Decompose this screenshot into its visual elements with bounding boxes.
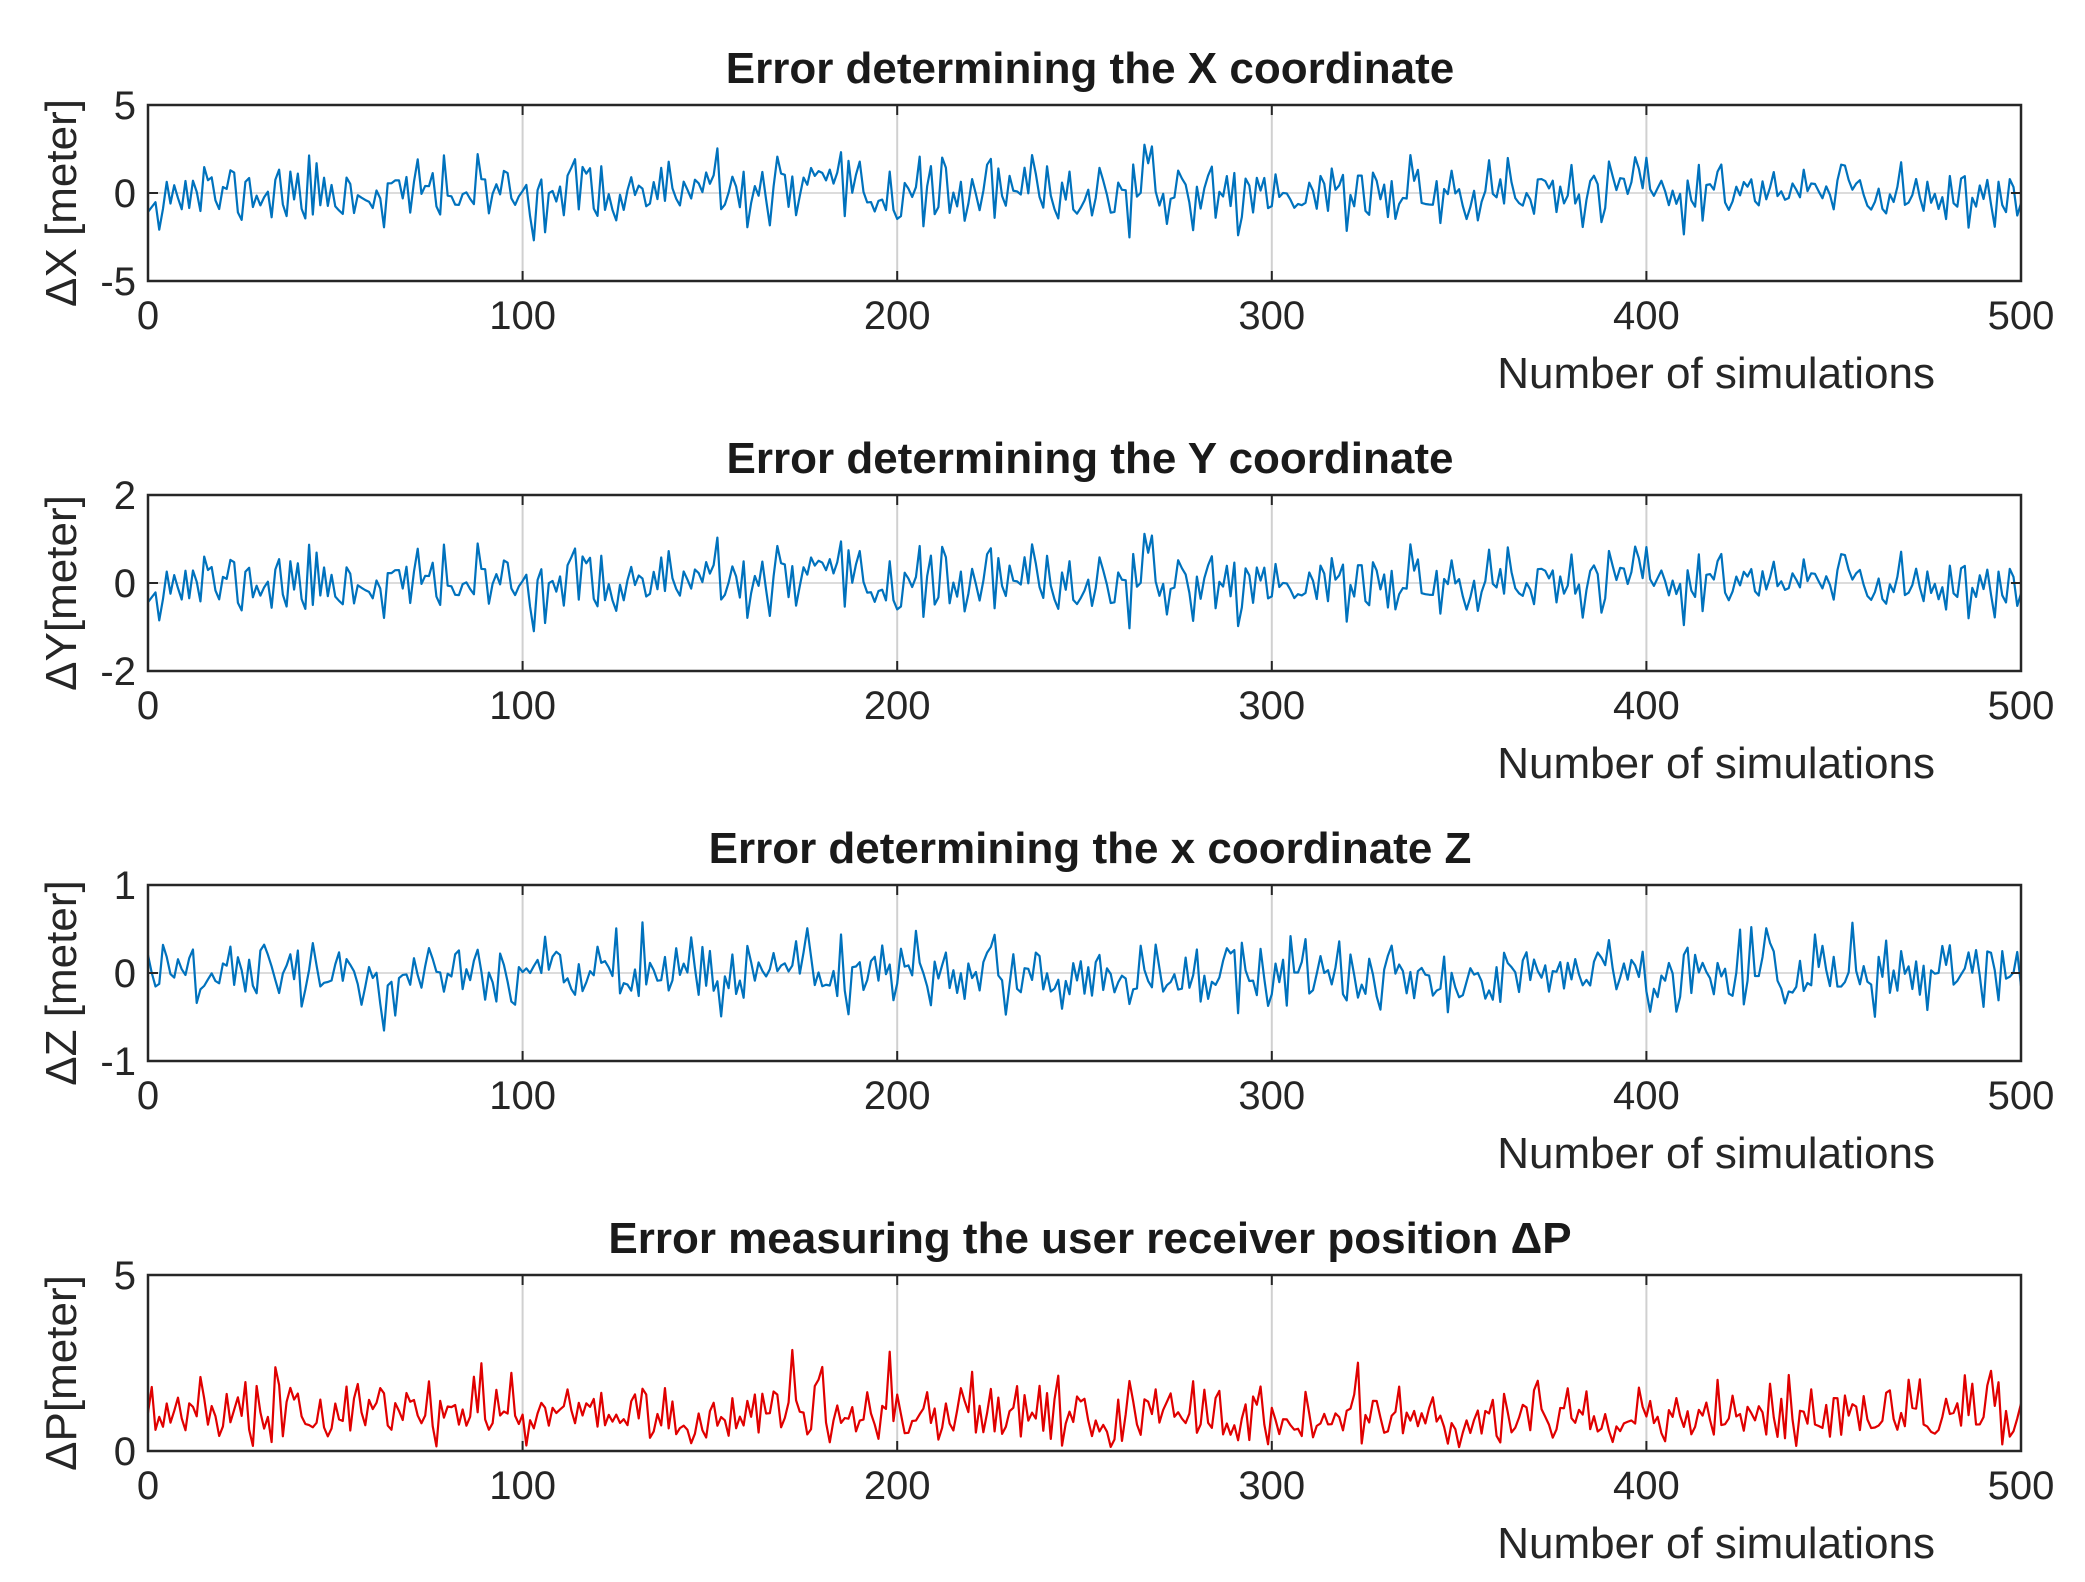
x-axis-label: Number of simulations bbox=[1497, 349, 1935, 398]
x-tick-label: 300 bbox=[1238, 294, 1305, 338]
x-tick-label: 100 bbox=[489, 294, 556, 338]
x-tick-label: 200 bbox=[864, 684, 931, 728]
chart-title: Error determining the x coordinate Z bbox=[709, 824, 1472, 873]
x-tick-label: 0 bbox=[137, 1464, 159, 1508]
x-tick-label: 0 bbox=[137, 684, 159, 728]
x-axis-label: Number of simulations bbox=[1497, 739, 1935, 788]
x-tick-label: 100 bbox=[489, 1464, 556, 1508]
y-axis-label: ΔX [meter] bbox=[37, 99, 86, 307]
chart-title: Error determining the X coordinate bbox=[726, 44, 1455, 93]
y-tick-label: 0 bbox=[114, 562, 136, 606]
x-tick-label: 300 bbox=[1238, 1464, 1305, 1508]
x-axis-label: Number of simulations bbox=[1497, 1519, 1935, 1568]
series-line bbox=[147, 532, 2023, 633]
series-line bbox=[146, 1348, 2023, 1449]
x-tick-label: 500 bbox=[1988, 294, 2055, 338]
y-axis-label: ΔZ [meter] bbox=[37, 880, 86, 1085]
y-tick-label: 2 bbox=[114, 474, 136, 518]
y-tick-label: -2 bbox=[100, 650, 136, 694]
x-tick-label: 0 bbox=[137, 294, 159, 338]
x-tick-label: 500 bbox=[1988, 1464, 2055, 1508]
y-tick-label: 5 bbox=[114, 84, 136, 128]
x-tick-label: 100 bbox=[489, 1074, 556, 1118]
x-tick-label: 400 bbox=[1613, 1074, 1680, 1118]
series-line bbox=[146, 921, 2023, 1032]
y-tick-label: 0 bbox=[114, 952, 136, 996]
x-tick-label: 400 bbox=[1613, 294, 1680, 338]
x-tick-label: 0 bbox=[137, 1074, 159, 1118]
x-tick-label: 200 bbox=[864, 1074, 931, 1118]
y-tick-label: -1 bbox=[100, 1040, 136, 1084]
chart-title: Error determining the Y coordinate bbox=[727, 434, 1454, 483]
y-tick-label: 0 bbox=[114, 172, 136, 216]
x-tick-label: 400 bbox=[1613, 1464, 1680, 1508]
y-tick-label: 5 bbox=[114, 1254, 136, 1298]
x-tick-label: 500 bbox=[1988, 684, 2055, 728]
x-tick-label: 400 bbox=[1613, 684, 1680, 728]
y-axis-label: ΔY[meter] bbox=[37, 495, 86, 691]
y-tick-label: -5 bbox=[100, 260, 136, 304]
axes-frame bbox=[146, 1273, 2023, 1453]
y-tick-label: 0 bbox=[114, 1430, 136, 1474]
series-line bbox=[147, 143, 2023, 242]
x-tick-label: 300 bbox=[1238, 684, 1305, 728]
y-axis-label: ΔP[meter] bbox=[37, 1275, 86, 1471]
chart-panel-4: 0 100 200 300 400 500 0 5 Error measuring the us… bbox=[37, 1214, 2054, 1568]
chart-title: Error measuring the user receiver positi… bbox=[608, 1214, 1571, 1263]
x-tick-label: 200 bbox=[864, 1464, 931, 1508]
x-tick-label: 100 bbox=[489, 684, 556, 728]
x-tick-label: 200 bbox=[864, 294, 931, 338]
x-tick-label: 300 bbox=[1238, 1074, 1305, 1118]
x-axis-label: Number of simulations bbox=[1497, 1129, 1935, 1178]
x-tick-label: 500 bbox=[1988, 1074, 2055, 1118]
y-tick-label: 1 bbox=[114, 864, 136, 908]
